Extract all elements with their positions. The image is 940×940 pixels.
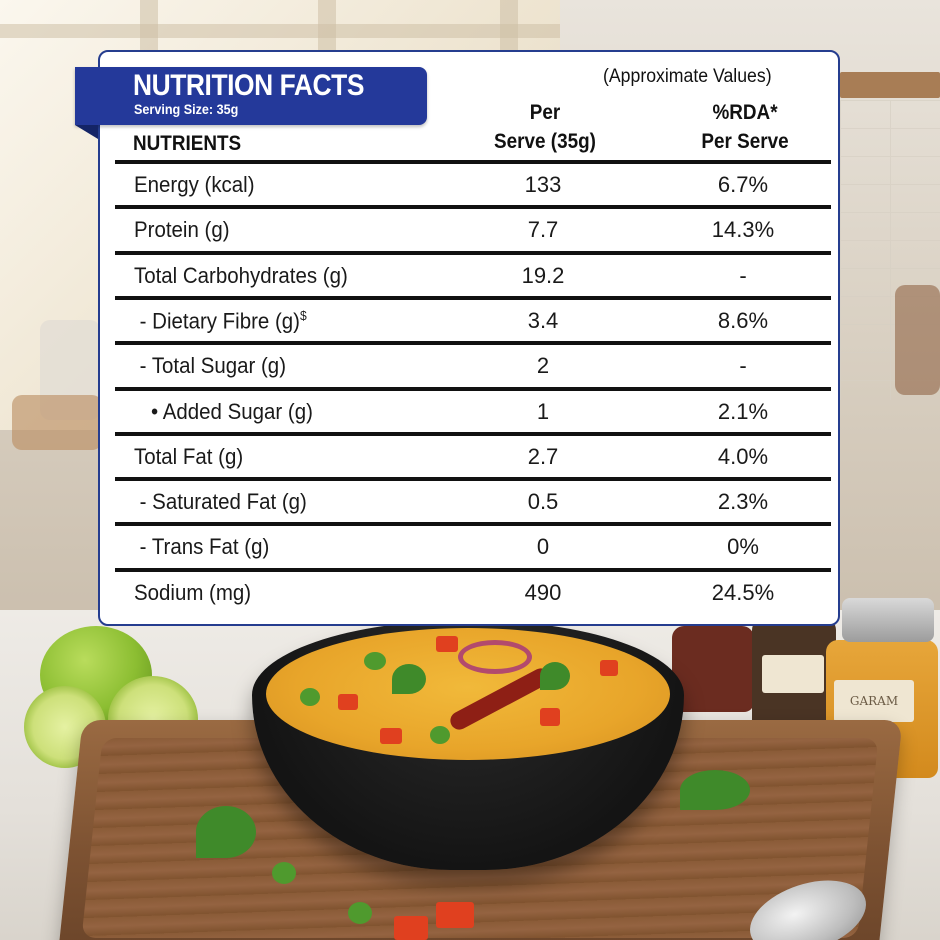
rda-value: 2.3% [717, 489, 769, 515]
column-header-nutrients: NUTRIENTS [133, 132, 242, 155]
blurred-basket [12, 395, 102, 450]
jar-cap [842, 598, 934, 642]
ribbon-fold [75, 125, 98, 139]
onion-ring [458, 640, 532, 674]
tomato-piece [540, 708, 560, 726]
tomato-piece [600, 660, 618, 676]
per-serve-value: 19.2 [521, 262, 565, 288]
rda-value: 6.7% [717, 172, 769, 197]
table-row: Total Carbohydrates (g) 19.2 - [115, 255, 831, 296]
per-serve-value: 3.4 [527, 307, 559, 333]
per-serve-value: 7.7 [527, 217, 559, 243]
nutrient-name: Total Fat (g) [134, 444, 243, 470]
nutrient-name-text: - Dietary Fibre (g) [134, 308, 300, 334]
approximate-note: (Approximate Values) [603, 66, 772, 87]
nutrient-name-text: Protein (g) [134, 217, 230, 243]
row-divider [115, 160, 831, 164]
rda-value: 2.1% [717, 398, 769, 424]
pea [364, 652, 386, 670]
nutrient-name: Total Carbohydrates (g) [134, 263, 348, 289]
per-serve-value: 2.7 [527, 443, 559, 469]
nutrient-name-text: Energy (kcal) [134, 172, 255, 197]
row-divider [115, 477, 831, 482]
nutrition-title: NUTRITION FACTS [133, 69, 364, 102]
nutrient-name: - Dietary Fibre (g)$ [134, 308, 307, 334]
footnote-marker: $ [299, 307, 307, 323]
spice-jar-icon [672, 626, 754, 712]
row-divider [115, 431, 831, 436]
nutrient-name-text: - Saturated Fat (g) [134, 489, 307, 515]
per-serve-value: 133 [524, 172, 562, 197]
nutrient-name: Protein (g) [134, 217, 230, 243]
tomato-piece [338, 694, 358, 710]
rda-value: 8.6% [717, 307, 769, 333]
nutrient-name-text: Sodium (mg) [134, 579, 252, 605]
row-divider [115, 386, 831, 391]
title-ribbon [75, 67, 427, 125]
column-header-per-line1: Per [529, 101, 561, 124]
column-header-per-serve: Per Serve (35g) [487, 98, 604, 156]
per-serve-value: 0 [536, 534, 550, 560]
nutrient-name-text: • Added Sugar (g) [134, 398, 313, 424]
table-row: - Total Sugar (g) 2 - [115, 345, 831, 386]
table-row: Sodium (mg) 490 24.5% [115, 572, 831, 613]
cilantro-icon [196, 806, 256, 858]
row-divider [115, 567, 831, 572]
rda-value: 24.5% [711, 579, 775, 605]
tomato-piece [394, 916, 428, 940]
table-row: Protein (g) 7.7 14.3% [115, 209, 831, 250]
serving-size: Serving Size: 35g [134, 101, 239, 117]
table-row: - Trans Fat (g) 0 0% [115, 526, 831, 567]
nutrient-name: - Total Sugar (g) [134, 353, 286, 379]
per-serve-value: 1 [536, 398, 550, 424]
pea [272, 862, 296, 884]
row-divider [115, 341, 831, 346]
cilantro-icon [392, 664, 426, 694]
tomato-piece [436, 636, 458, 652]
per-serve-value: 490 [524, 579, 562, 605]
per-serve-value: 0.5 [527, 489, 559, 515]
rda-value: 0% [727, 534, 759, 560]
nutrient-name: • Added Sugar (g) [134, 399, 313, 425]
column-header-rda-line2: Per Serve [701, 130, 789, 153]
nutrient-name: - Saturated Fat (g) [134, 489, 307, 515]
column-header-per-line2: Serve (35g) [494, 130, 596, 153]
row-divider [115, 205, 831, 210]
table-row: • Added Sugar (g) 1 2.1% [115, 391, 831, 432]
jar-label-text: GARAM [834, 680, 914, 722]
column-header-rda: %RDA* Per Serve [687, 98, 804, 156]
nutrition-card [98, 50, 840, 626]
table-row: - Saturated Fat (g) 0.5 2.3% [115, 481, 831, 522]
cilantro-icon [680, 770, 750, 810]
tomato-piece [380, 728, 402, 744]
blurred-jar [895, 285, 940, 395]
window-frame [0, 24, 560, 38]
nutrient-name-text: Total Carbohydrates (g) [134, 262, 348, 288]
tomato-piece [436, 902, 474, 928]
pea [430, 726, 450, 744]
rda-value: - [739, 353, 747, 379]
nutrient-name-text: - Trans Fat (g) [134, 534, 270, 560]
pea [348, 902, 372, 924]
nutrient-name: Energy (kcal) [134, 172, 255, 198]
nutrient-name-text: - Total Sugar (g) [134, 353, 287, 379]
pea [300, 688, 320, 706]
table-row: Total Fat (g) 2.7 4.0% [115, 436, 831, 477]
cilantro-icon [540, 662, 570, 690]
jar-label [762, 655, 824, 693]
nutrient-name: Sodium (mg) [134, 580, 251, 606]
table-row: - Dietary Fibre (g)$ 3.4 8.6% [115, 300, 831, 341]
nutrient-name: - Trans Fat (g) [134, 534, 270, 560]
row-divider [115, 295, 831, 300]
rda-value: 14.3% [711, 217, 775, 243]
rda-value: 4.0% [717, 443, 769, 469]
row-divider [115, 522, 831, 527]
wall-shelf [840, 72, 940, 98]
rda-value: - [739, 262, 747, 288]
column-header-rda-line1: %RDA* [712, 101, 778, 124]
per-serve-value: 2 [536, 353, 550, 379]
nutrient-name-text: Total Fat (g) [134, 443, 244, 469]
row-divider [115, 250, 831, 255]
table-row: Energy (kcal) 133 6.7% [115, 164, 831, 205]
